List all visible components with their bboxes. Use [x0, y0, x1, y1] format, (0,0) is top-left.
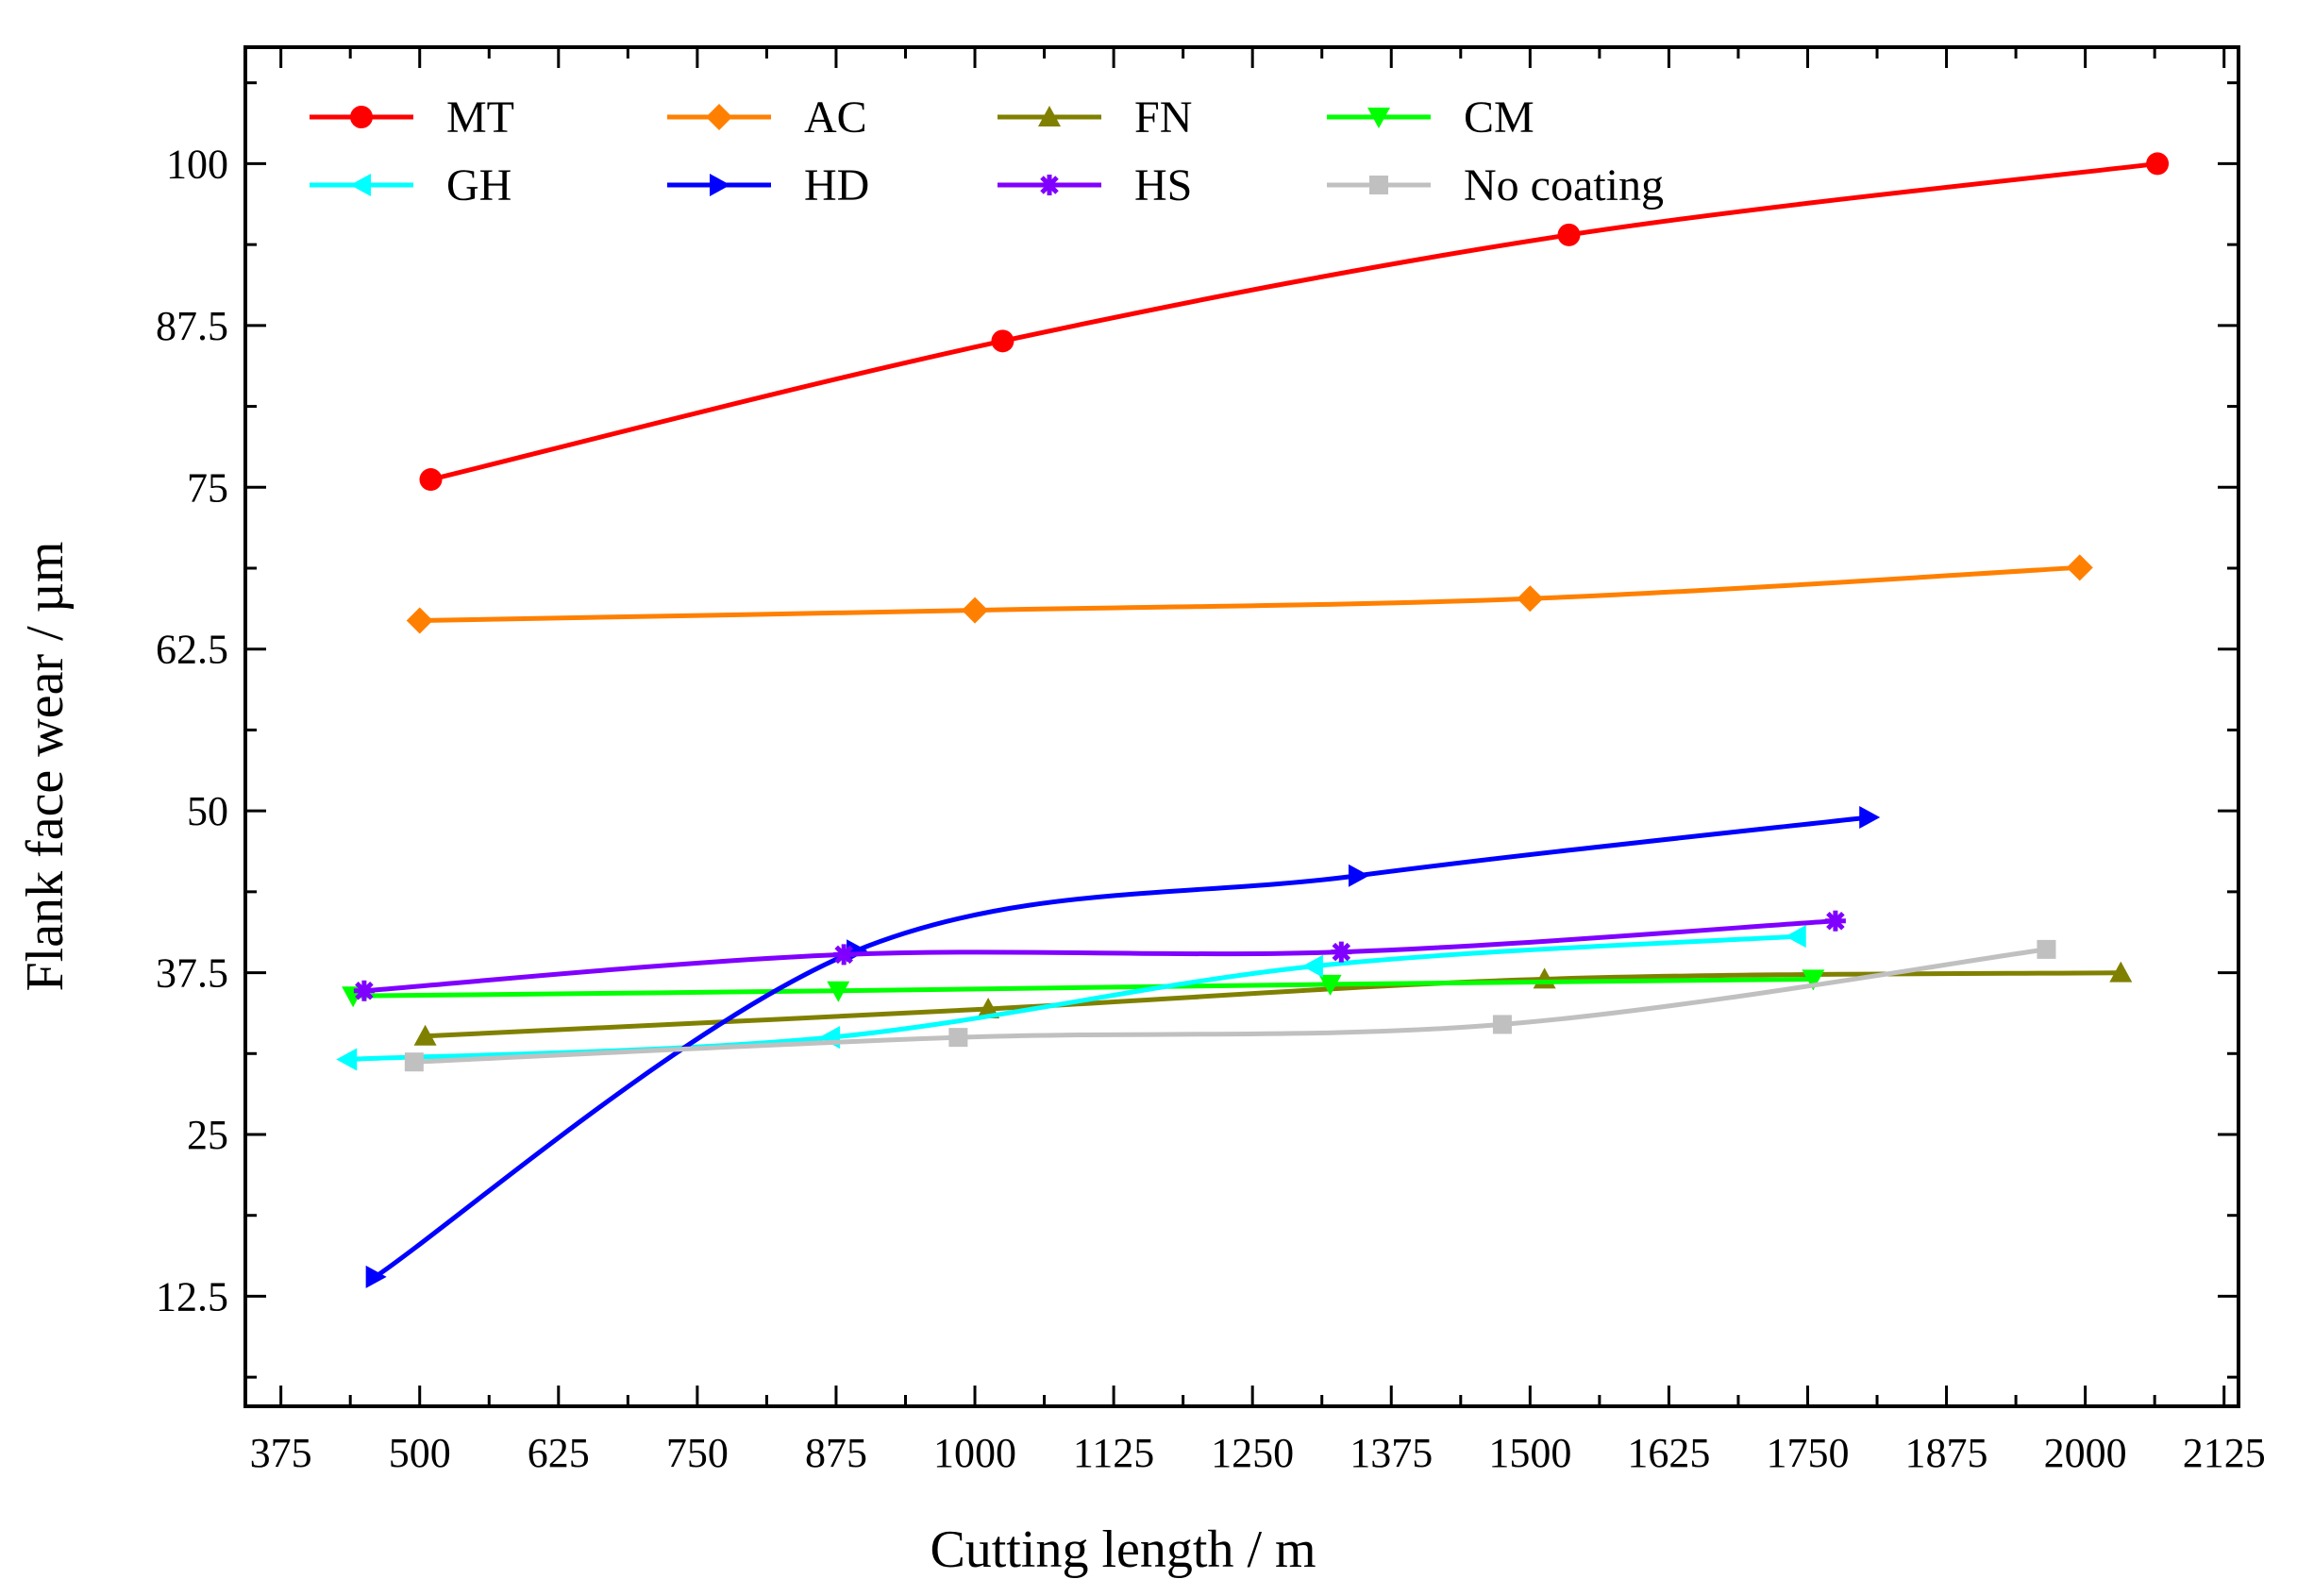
- y-tick-label: 25: [187, 1112, 228, 1158]
- x-tick-label: 2125: [2183, 1430, 2266, 1476]
- x-tick-label: 2000: [2044, 1430, 2127, 1476]
- legend-marker-ac: [706, 104, 732, 130]
- plot-frame: [243, 45, 2240, 1408]
- data-point-hs: [1824, 910, 1846, 932]
- series-hs: [353, 910, 1846, 1001]
- x-tick-label: 750: [666, 1430, 729, 1476]
- x-tick-label: 1375: [1350, 1430, 1433, 1476]
- x-tick-label: 625: [528, 1430, 590, 1476]
- data-point-no-coating: [2037, 939, 2056, 959]
- y-tick-label: 50: [187, 788, 228, 834]
- legend-marker-no-coating: [1369, 176, 1388, 194]
- asterisk-stroke: [1826, 911, 1845, 931]
- legend-marker-hs: [1039, 175, 1060, 195]
- y-tick-label: 12.5: [156, 1273, 228, 1319]
- legend-marker-fn: [1038, 106, 1061, 126]
- asterisk-stroke: [834, 945, 853, 965]
- x-tick-label: 1250: [1211, 1430, 1294, 1476]
- legend-marker-hd: [710, 174, 730, 196]
- legend-item-ac: AC: [667, 92, 867, 143]
- y-tick-label: 87.5: [156, 303, 228, 349]
- x-tick-label: 1625: [1627, 1430, 1710, 1476]
- data-point-gh: [1785, 925, 1806, 949]
- legend-label-gh: GH: [446, 160, 511, 210]
- x-tick-label: 1750: [1766, 1430, 1849, 1476]
- data-point-no-coating: [948, 1028, 968, 1048]
- legend-label-cm: CM: [1464, 92, 1534, 143]
- legend-marker-mt: [350, 106, 373, 128]
- legend-item-cm: CM: [1327, 92, 1534, 143]
- x-tick-label: 375: [250, 1430, 312, 1476]
- series-line-hd: [373, 815, 1871, 1280]
- data-point-ac: [2066, 554, 2093, 581]
- legend-item-mt: MT: [310, 92, 514, 143]
- data-point-cm: [827, 981, 850, 1002]
- data-point-cm: [1318, 974, 1342, 996]
- legend-label-ac: AC: [804, 92, 867, 143]
- series-line-cm: [350, 976, 1816, 999]
- y-tick-label: 62.5: [156, 627, 228, 673]
- x-tick-label: 875: [805, 1430, 867, 1476]
- data-point-gh: [1301, 954, 1323, 978]
- legend-item-gh: GH: [310, 160, 511, 210]
- legend: MT AC FN CM GH HD HS No coating: [310, 92, 1664, 210]
- asterisk-stroke: [1332, 942, 1351, 962]
- x-axis-label: Cutting length / m: [930, 1520, 1316, 1579]
- data-point-hd: [1859, 806, 1881, 829]
- series-line-fn: [423, 970, 2123, 1039]
- legend-label-hs: HS: [1134, 160, 1192, 210]
- y-tick-label: 100: [166, 141, 228, 187]
- legend-item-hd: HD: [667, 160, 869, 210]
- data-point-mt: [991, 329, 1014, 353]
- data-point-hd: [1348, 864, 1369, 887]
- y-axis-label: Flank face wear / µm: [16, 542, 75, 992]
- y-tick-label: 75: [187, 464, 228, 511]
- data-point-no-coating: [1492, 1015, 1512, 1034]
- asterisk-stroke: [1040, 176, 1059, 194]
- data-point-mt: [2146, 152, 2170, 176]
- series-line-ac: [417, 564, 2083, 624]
- series-ac: [406, 554, 2093, 634]
- data-point-hd: [365, 1265, 387, 1288]
- legend-label-fn: FN: [1134, 92, 1192, 143]
- asterisk-stroke: [355, 982, 374, 1000]
- x-tick-label: 1125: [1073, 1430, 1154, 1476]
- legend-marker-gh: [350, 174, 371, 196]
- series-cm: [342, 969, 1825, 1008]
- data-point-ac: [406, 607, 433, 634]
- data-point-mt: [419, 468, 443, 492]
- legend-item-hs: HS: [998, 160, 1192, 210]
- series-layer: [336, 152, 2170, 1288]
- data-point-no-coating: [404, 1052, 424, 1072]
- data-point-hs: [353, 980, 375, 1001]
- data-point-hs: [833, 944, 855, 966]
- series-mt: [419, 152, 2170, 492]
- legend-label-hd: HD: [804, 160, 869, 210]
- legend-item-no-coating: No coating: [1327, 160, 1664, 210]
- legend-item-fn: FN: [998, 92, 1192, 143]
- legend-label-no-coating: No coating: [1464, 160, 1664, 210]
- data-point-gh: [336, 1048, 358, 1071]
- legend-label-mt: MT: [446, 92, 514, 143]
- ticks-layer: 375 500 625 750 875 1000 1125 1250 1375 1500 1625 1…: [156, 47, 2266, 1476]
- x-tick-label: 1000: [933, 1430, 1016, 1476]
- series-line-hs: [361, 918, 1838, 994]
- series-line-mt: [428, 160, 2160, 482]
- data-point-fn: [2109, 961, 2133, 983]
- data-point-mt: [1557, 223, 1581, 246]
- x-tick-label: 1875: [1905, 1430, 1988, 1476]
- data-point-hs: [1331, 941, 1352, 963]
- x-tick-label: 500: [389, 1430, 451, 1476]
- data-point-ac: [962, 596, 989, 624]
- data-point-cm: [1802, 969, 1825, 991]
- series-no-coating: [404, 939, 2056, 1072]
- x-tick-label: 1500: [1488, 1430, 1571, 1476]
- legend-marker-cm: [1367, 108, 1390, 128]
- y-tick-label: 37.5: [156, 950, 228, 997]
- data-point-ac: [1517, 585, 1544, 613]
- data-point-fn: [413, 1024, 437, 1046]
- series-line-no-coating: [411, 947, 2049, 1065]
